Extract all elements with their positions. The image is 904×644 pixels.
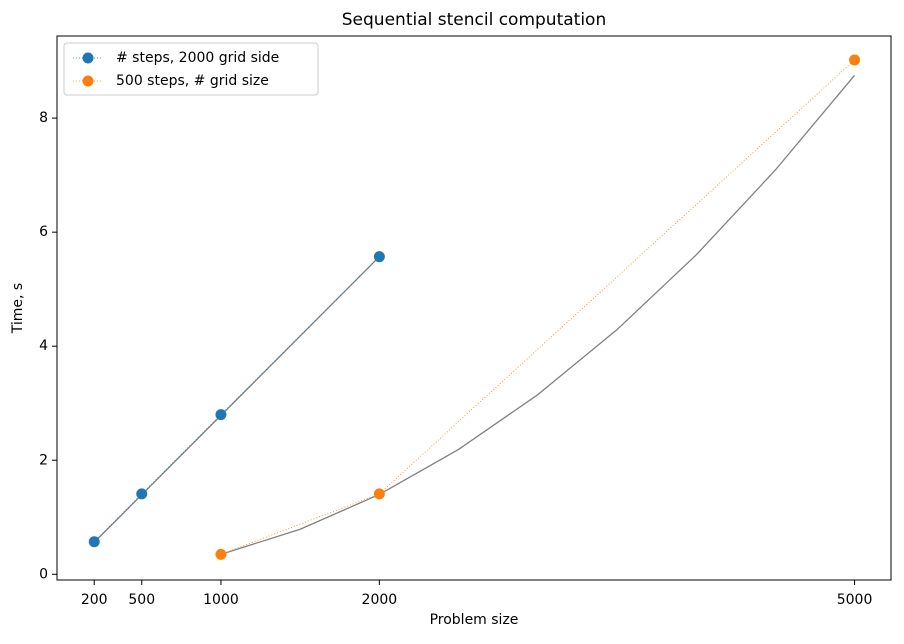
data-point — [373, 488, 385, 500]
y-tick-label: 8 — [39, 110, 48, 126]
chart-title: Sequential stencil computation — [342, 10, 606, 30]
x-tick-label: 500 — [128, 592, 155, 608]
y-tick-label: 6 — [39, 224, 48, 240]
legend-box — [63, 42, 319, 96]
series-line — [220, 59, 855, 555]
x-tick-label: 2000 — [362, 592, 398, 608]
data-point — [136, 488, 148, 500]
x-tick-label: 200 — [81, 592, 108, 608]
fit-line — [220, 74, 856, 555]
data-point — [849, 54, 861, 66]
plot-frame — [56, 35, 892, 581]
data-point — [215, 409, 227, 421]
legend-marker — [82, 75, 94, 87]
y-tick-label: 4 — [39, 338, 48, 354]
x-tick-label: 1000 — [203, 592, 239, 608]
y-axis-label: Time, s — [10, 283, 26, 334]
y-tick-label: 2 — [39, 452, 48, 468]
legend-marker — [82, 52, 94, 64]
y-tick-label: 0 — [39, 566, 48, 582]
legend-label: 500 steps, # grid size — [116, 73, 269, 89]
series-line — [93, 256, 380, 543]
data-point — [373, 251, 385, 263]
data-point — [88, 536, 100, 548]
data-point — [215, 548, 227, 560]
x-tick-label: 5000 — [837, 592, 873, 608]
legend-label: # steps, 2000 grid side — [116, 50, 279, 66]
x-axis-label: Problem size — [430, 612, 519, 628]
